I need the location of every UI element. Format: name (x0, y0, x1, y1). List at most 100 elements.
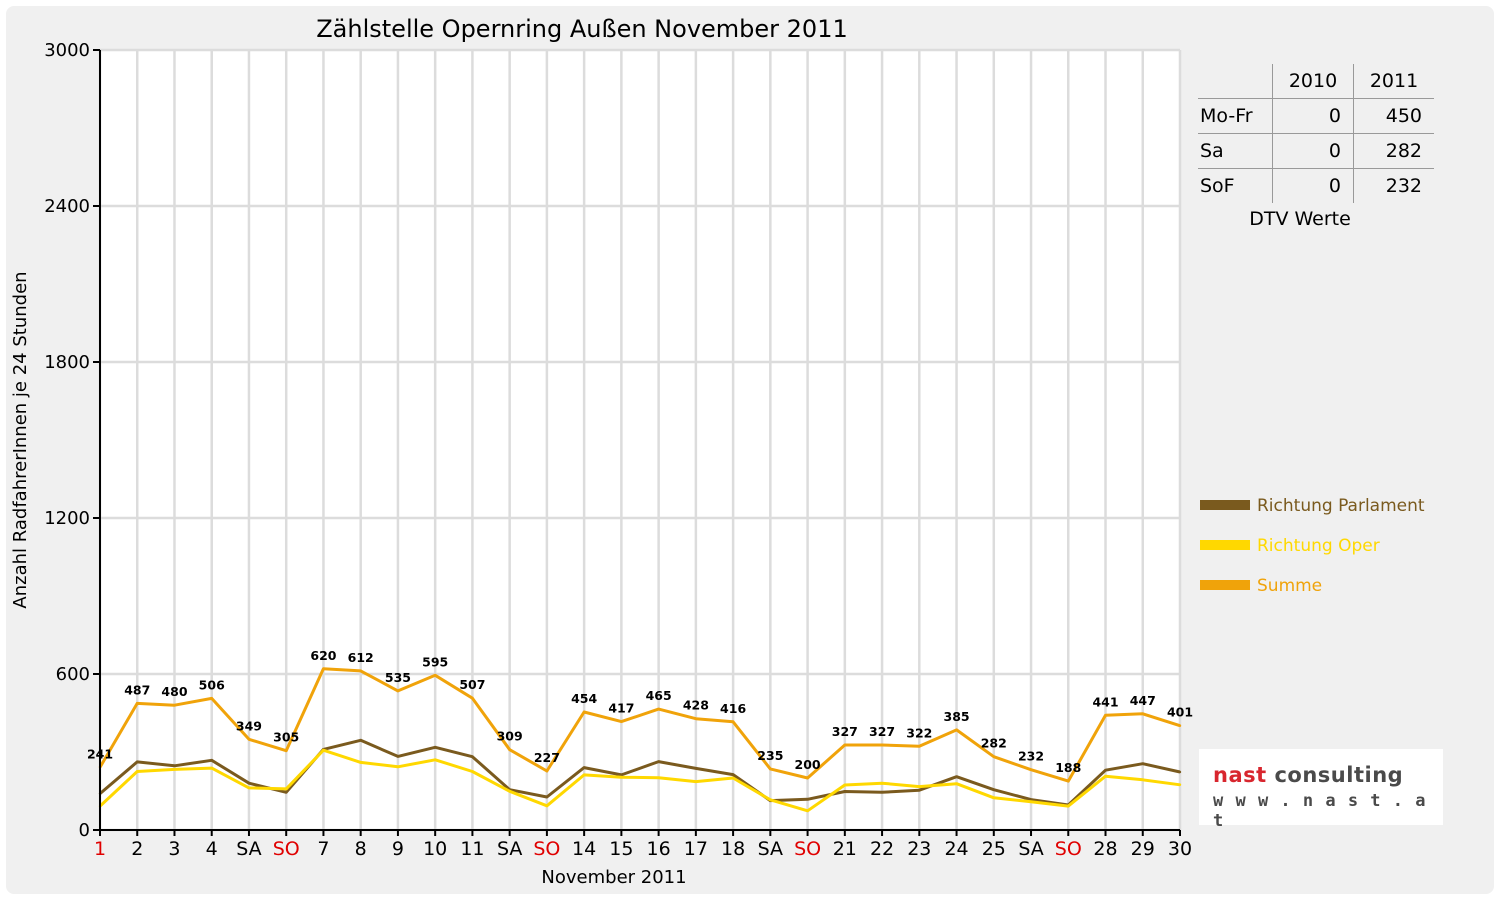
data-label: 447 (1130, 693, 1156, 708)
x-tick-label: 28 (1093, 838, 1117, 860)
x-tick-label: 7 (317, 838, 329, 860)
x-tick-label: 15 (609, 838, 633, 860)
data-label: 620 (310, 648, 336, 663)
data-point-richtung-oper (322, 748, 325, 752)
data-label: 401 (1167, 705, 1193, 720)
data-point-richtung-oper (210, 766, 213, 770)
data-point-summe (508, 748, 511, 751)
x-tick-label: 3 (168, 838, 180, 860)
data-point-richtung-parlament (1178, 770, 1182, 774)
data-point-richtung-oper (136, 770, 139, 773)
x-tick-label: 2 (131, 838, 143, 860)
data-label: 487 (124, 682, 150, 697)
data-label: 385 (944, 709, 970, 724)
logo-url: w w w . n a s t . a t (1213, 791, 1427, 831)
y-tick-label: 1800 (44, 352, 90, 373)
series-layer (98, 667, 1182, 813)
data-point-richtung-parlament (471, 755, 474, 758)
dtv-value-2010: 0 (1272, 98, 1354, 134)
data-label: 232 (1018, 749, 1044, 764)
series-line-richtung-oper (98, 748, 1181, 813)
data-point-richtung-oper (880, 782, 884, 785)
y-tick-label: 0 (79, 820, 90, 841)
x-tick-label: 11 (460, 838, 484, 860)
data-point-richtung-oper (285, 787, 288, 791)
data-point-summe (396, 689, 400, 693)
x-tick-label: 10 (423, 838, 447, 860)
dtv-value-2011: 232 (1353, 168, 1434, 203)
series-line-summe (98, 667, 1181, 783)
x-tick-label: 4 (206, 838, 218, 860)
data-point-summe (880, 743, 884, 747)
data-label: 416 (720, 701, 746, 716)
legend-label: Summe (1257, 576, 1322, 596)
data-label: 441 (1092, 694, 1118, 709)
series-line-richtung-parlament (99, 738, 1181, 807)
x-tick-label: 9 (392, 838, 404, 860)
data-label: 200 (795, 757, 821, 772)
data-point-summe (1067, 779, 1070, 783)
x-tick-label: 18 (721, 838, 745, 860)
data-point-richtung-parlament (359, 739, 362, 742)
data-point-summe (657, 707, 660, 711)
data-label: 235 (757, 748, 783, 763)
dtv-value-2010: 0 (1272, 133, 1354, 169)
data-point-richtung-oper (1178, 783, 1182, 786)
data-label: 506 (199, 677, 225, 692)
dtv-header-2011: 2011 (1353, 64, 1434, 99)
x-tick-label: 23 (907, 838, 931, 860)
dtv-row-label: Mo-Fr (1198, 98, 1273, 134)
logo-word-consulting: consulting (1274, 763, 1404, 787)
y-tick-label: 2400 (44, 196, 90, 217)
y-tick-label: 3000 (44, 40, 90, 61)
data-point-richtung-oper (657, 776, 660, 779)
data-label: 282 (981, 736, 1007, 751)
data-point-richtung-oper (471, 770, 474, 773)
data-point-richtung-oper (843, 783, 847, 787)
data-point-summe (955, 728, 958, 732)
data-point-richtung-parlament (285, 791, 288, 794)
legend-label: Richtung Oper (1257, 536, 1380, 556)
dtv-header-row: 2010 2011 (1198, 64, 1434, 99)
data-point-richtung-oper (1141, 778, 1144, 782)
data-point-richtung-parlament (1104, 769, 1107, 772)
data-point-richtung-oper (769, 798, 772, 802)
dtv-row-label: SoF (1200, 175, 1235, 197)
data-point-richtung-oper (955, 782, 958, 785)
dtv-value-2011: 282 (1353, 133, 1434, 169)
data-point-richtung-oper (247, 786, 251, 790)
x-tick-label: 22 (870, 838, 894, 860)
data-point-summe (918, 745, 921, 748)
logo-wordmark: nast consulting (1213, 763, 1403, 787)
data-label: 465 (646, 688, 672, 703)
data-point-summe (1104, 714, 1107, 717)
data-point-summe (322, 667, 325, 670)
data-point-summe (582, 710, 586, 714)
x-tick-label: 24 (944, 838, 968, 860)
data-label: 327 (869, 724, 895, 739)
data-point-summe (806, 776, 809, 780)
data-point-richtung-parlament (731, 773, 735, 776)
data-point-richtung-parlament (545, 795, 549, 799)
x-tick-label: SA (236, 838, 261, 860)
data-point-richtung-parlament (880, 791, 884, 794)
data-point-summe (694, 717, 698, 720)
data-point-richtung-oper (433, 758, 437, 761)
x-axis-label: November 2011 (541, 867, 686, 888)
x-tick-label: 25 (982, 838, 1006, 860)
data-point-summe (843, 743, 847, 747)
data-label: 454 (571, 691, 597, 706)
data-point-summe (620, 720, 623, 723)
data-point-summe (1029, 768, 1033, 771)
x-tick-label: SO (1055, 838, 1082, 860)
data-point-summe (433, 674, 437, 677)
x-tick-label: SO (533, 838, 560, 860)
data-point-richtung-parlament (173, 764, 176, 767)
data-point-summe (731, 720, 735, 724)
nast-consulting-logo: nast consulting w w w . n a s t . a t (1199, 749, 1443, 831)
data-point-richtung-parlament (918, 789, 921, 792)
axes (99, 50, 1180, 831)
data-point-richtung-parlament (582, 766, 586, 769)
x-tick-label: 14 (572, 838, 596, 860)
data-point-richtung-oper (396, 765, 400, 769)
